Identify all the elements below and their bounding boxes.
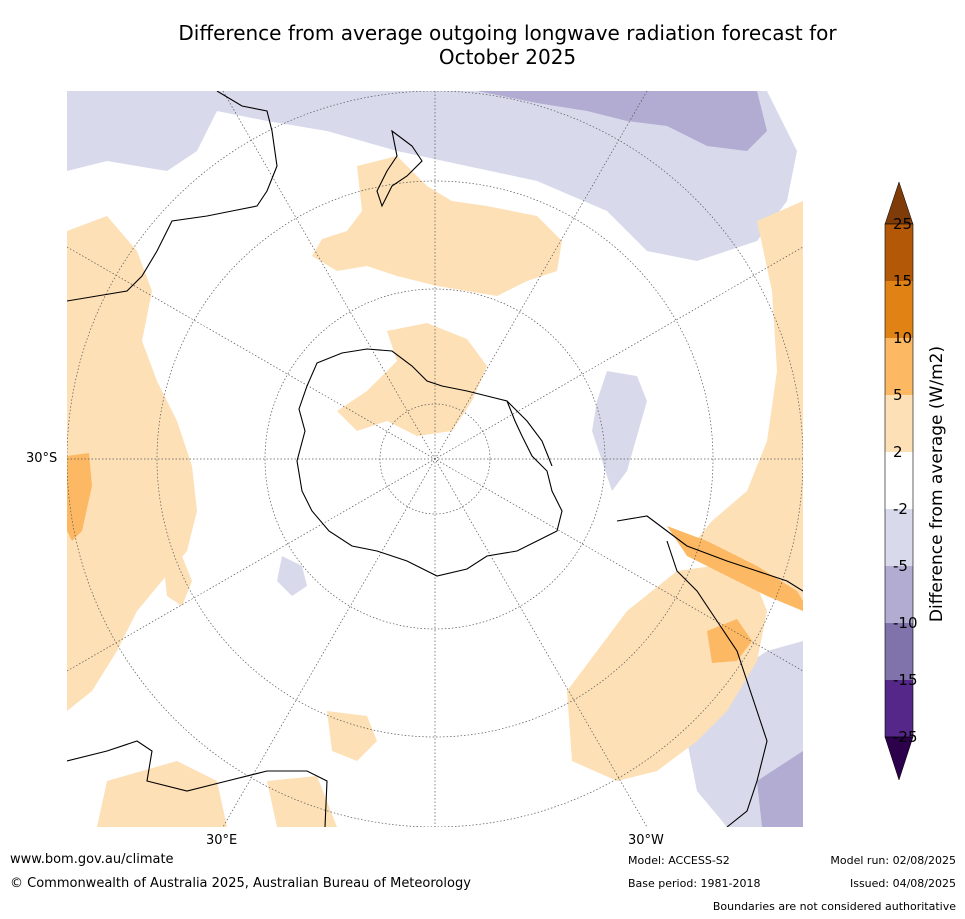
anomaly-pos-strong-west (67, 453, 92, 541)
colorbar-tick-neg5: -5 (893, 557, 908, 575)
anomaly-pos-south-atlantic (567, 561, 767, 781)
footer-disclaimer: Boundaries are not considered authoritat… (712, 900, 956, 913)
colorbar-band-neg10-neg5 (885, 566, 913, 623)
lon-label-30e: 30°E (206, 833, 238, 848)
south-america-coast (616, 515, 803, 592)
anomaly-neg-southeast-strong (757, 751, 803, 827)
colorbar-tick-2: 2 (893, 443, 903, 461)
colorbar-band-2-5 (885, 395, 913, 452)
colorbar-tick-10: 10 (893, 329, 913, 347)
colorbar-band-neg5-neg2 (885, 509, 913, 566)
colorbar-tick-neg2: -2 (893, 500, 908, 518)
anomaly-neg-north-strong (477, 91, 767, 151)
anomaly-pos-east-atlantic (687, 201, 803, 611)
footer-copyright: © Commonwealth of Australia 2025, Austra… (10, 876, 471, 891)
colorbar-band-neg2-2 (885, 452, 913, 509)
footer-model: Model: ACCESS-S2 (628, 854, 730, 867)
south-america-coast-2 (666, 540, 768, 827)
title-line-2: October 2025 (438, 45, 577, 69)
new-zealand-coast (376, 129, 423, 208)
australia-coast (67, 91, 278, 302)
anomaly-pos-strong-southamerica (707, 619, 752, 663)
footer-website: www.bom.gov.au/climate (10, 852, 174, 867)
colorbar-tick-neg25: -25 (893, 728, 918, 746)
anomaly-pos-nz-pacific (312, 156, 562, 296)
anomaly-pos-west-indian (67, 216, 197, 711)
footer-base-period: Base period: 1981-2018 (628, 877, 761, 890)
polar-map (67, 91, 803, 827)
colorbar-band-5-10 (885, 338, 913, 395)
map-title: Difference from average outgoing longwav… (150, 21, 865, 69)
colorbar-band-neg25-neg15 (885, 680, 913, 737)
anomaly-neg-east-islands (592, 371, 647, 491)
anomaly-neg-southwest (277, 556, 307, 596)
colorbar-tick-neg10: -10 (893, 614, 918, 632)
lon-label-30w: 30°W (628, 833, 664, 848)
footer-model-run: Model run: 02/08/2025 (830, 854, 956, 867)
africa-coast (67, 740, 328, 827)
anomaly-pos-south-west-2 (267, 776, 337, 827)
antarctic-peninsula-coast (506, 400, 553, 467)
map-svg (67, 91, 803, 827)
anomaly-pos-antarctic-sector (337, 323, 487, 436)
anomaly-pos-indian-patch (162, 551, 192, 606)
anomaly-pos-strong-chile (667, 526, 803, 611)
colorbar-tick-25: 25 (893, 215, 913, 233)
graticule (67, 91, 803, 827)
colorbar-tick-neg15: -15 (893, 671, 918, 689)
colorbar-tick-15: 15 (893, 272, 913, 290)
colorbar-title: Difference from average (W/m2) (927, 345, 947, 623)
coastlines (67, 91, 803, 827)
colorbar-band-neg15-neg10 (885, 623, 913, 680)
lat-label-30s: 30°S (26, 451, 58, 466)
colorbar-tick-5: 5 (893, 386, 903, 404)
colorbar (884, 181, 914, 781)
colorbar-band-10-15 (885, 281, 913, 338)
footer-issued: Issued: 04/08/2025 (849, 877, 956, 890)
title-line-1: Difference from average outgoing longwav… (178, 21, 837, 45)
colorbar-band-15-25 (885, 224, 913, 281)
anomaly-neg-north (67, 91, 797, 261)
anomaly-pos-south-west (97, 761, 227, 827)
antarctica-coast (296, 348, 563, 577)
anomaly-pos-south-patch (327, 711, 377, 761)
